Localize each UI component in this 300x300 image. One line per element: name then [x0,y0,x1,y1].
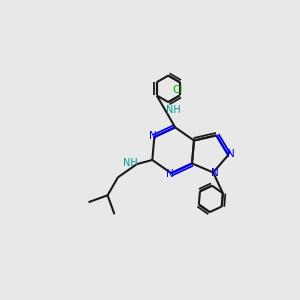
Text: N: N [211,168,219,178]
Text: N: N [166,169,174,179]
Text: NH: NH [123,158,138,168]
Text: NH: NH [166,105,181,116]
Text: N: N [149,131,157,141]
Text: N: N [227,149,235,159]
Text: Cl: Cl [172,85,183,95]
